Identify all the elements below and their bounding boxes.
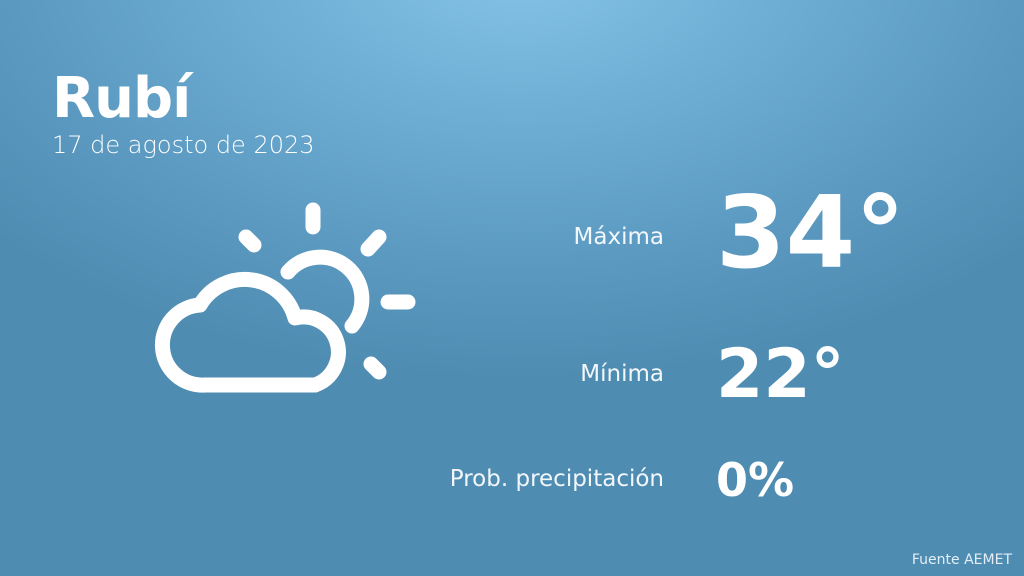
sun-ray [363,356,387,380]
cloud-shape [155,271,346,393]
max-label: Máxima [573,224,664,250]
sun-arc [280,249,370,334]
forecast-date: 17 de agosto de 2023 [52,131,315,159]
min-label: Mínima [580,361,664,387]
source-credit: Fuente AEMET [911,552,1012,568]
sun-ray [238,229,262,253]
precip-value: 0% [716,453,795,507]
precip-label: Prob. precipitación [449,466,664,492]
city-title: Rubí [52,66,191,131]
max-temperature: 34° [716,174,906,291]
min-temperature: 22° [716,335,845,414]
sun-ray [360,229,387,257]
